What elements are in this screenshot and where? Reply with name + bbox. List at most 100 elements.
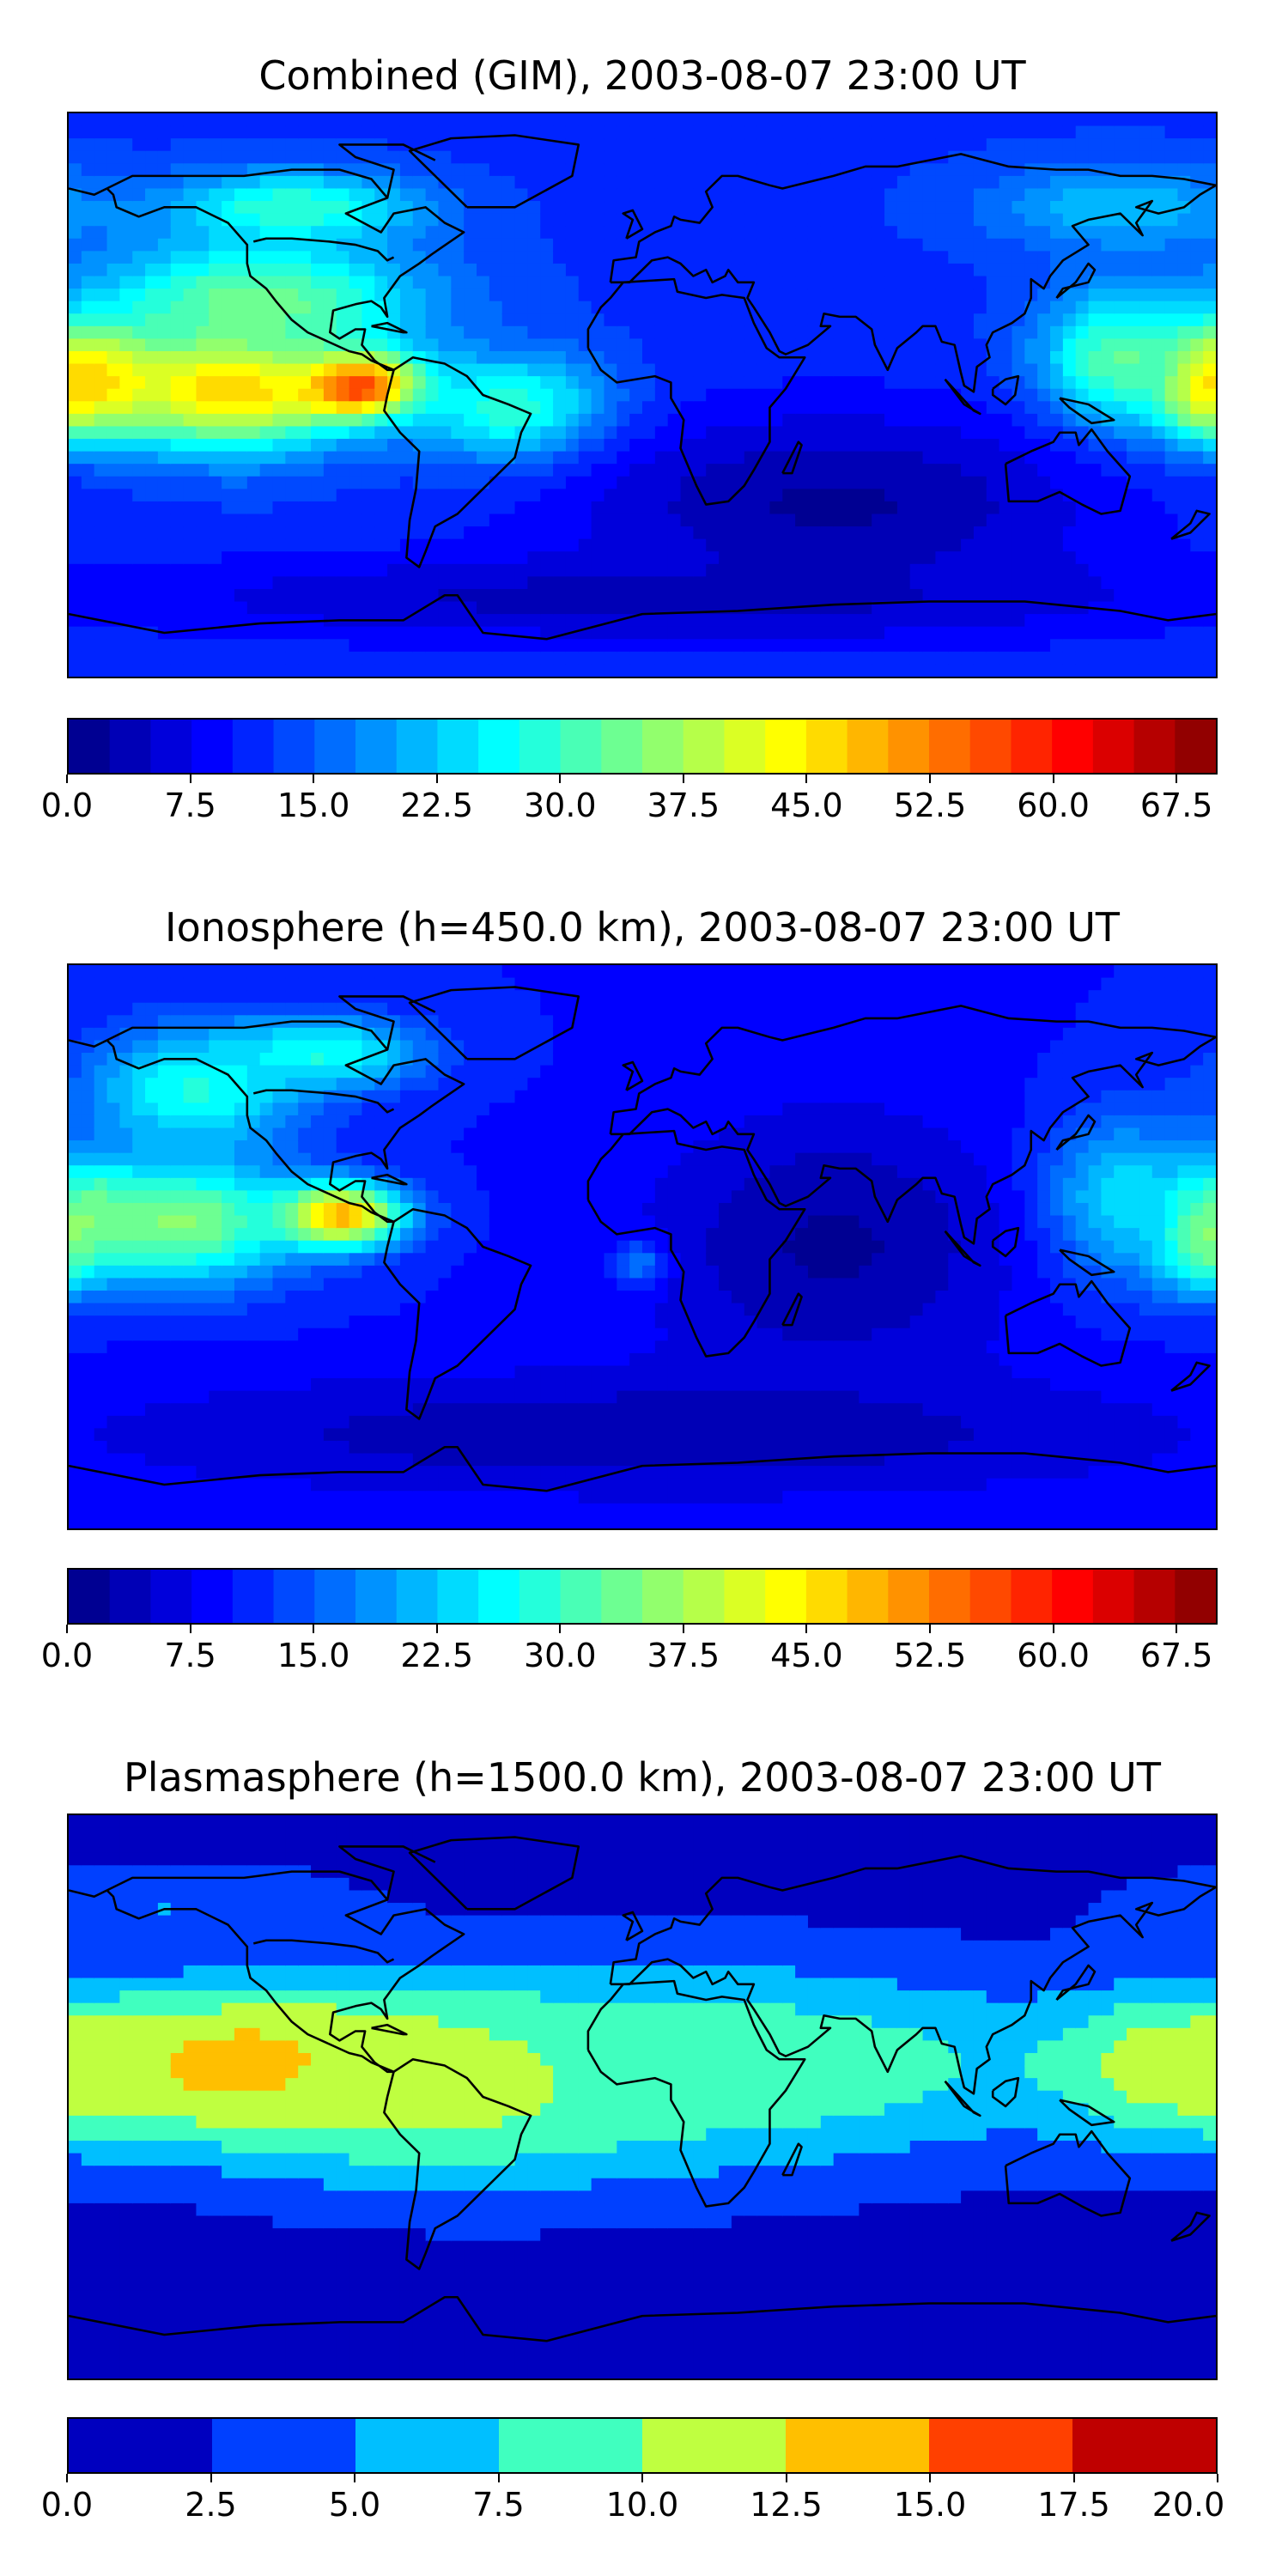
- field-cell: [272, 476, 287, 490]
- field-cell: [464, 639, 478, 653]
- field-cell: [106, 1478, 121, 1492]
- field-cell: [157, 325, 172, 340]
- field-cell: [81, 1165, 95, 1179]
- field-cell: [399, 563, 414, 578]
- field-cell: [999, 576, 1013, 591]
- field-cell: [196, 238, 210, 252]
- field-cell: [961, 413, 975, 428]
- field-cell: [209, 1403, 223, 1417]
- field-cell: [1151, 313, 1166, 327]
- field-cell: [425, 551, 440, 565]
- field-cell: [1177, 401, 1192, 415]
- field-cell: [961, 325, 975, 340]
- field-cell: [477, 276, 490, 290]
- field-cell: [170, 990, 185, 1004]
- field-cell: [731, 526, 745, 540]
- field-cell: [1203, 238, 1216, 252]
- field-cell: [69, 401, 82, 415]
- field-cell: [170, 538, 185, 553]
- field-cell: [1050, 276, 1064, 290]
- field-cell: [311, 1140, 325, 1154]
- field-cell: [884, 175, 899, 190]
- field-cell: [81, 1152, 95, 1167]
- field-cell: [846, 413, 860, 428]
- field-cell: [298, 263, 313, 277]
- field-cell: [1139, 376, 1153, 390]
- field-cell: [234, 1491, 248, 1504]
- field-cell: [246, 489, 261, 503]
- field-cell: [1088, 125, 1103, 140]
- field-cell: [719, 226, 733, 240]
- field-cell: [94, 363, 108, 378]
- field-cell: [106, 1390, 121, 1405]
- field-cell: [387, 201, 402, 215]
- colorbar-tick: [1176, 775, 1178, 783]
- field-cell: [425, 413, 440, 428]
- field-cell: [629, 113, 644, 127]
- field-cell: [795, 576, 810, 591]
- field-cell: [986, 289, 1000, 302]
- field-cell: [1062, 413, 1077, 428]
- field-cell: [132, 451, 147, 465]
- field-cell: [157, 1453, 172, 1467]
- field-cell: [94, 1152, 108, 1167]
- field-cell: [1164, 238, 1179, 252]
- field-cell: [973, 426, 987, 440]
- field-cell: [935, 251, 950, 265]
- field-cell: [961, 388, 975, 403]
- field-cell: [731, 426, 745, 440]
- field-cell: [1088, 489, 1103, 503]
- field-cell: [553, 276, 568, 290]
- field-cell: [795, 276, 810, 290]
- field-cell: [222, 263, 236, 277]
- field-cell: [896, 401, 911, 415]
- field-cell: [323, 626, 337, 641]
- field-cell: [234, 576, 248, 591]
- field-cell: [349, 113, 363, 127]
- field-cell: [846, 325, 860, 340]
- field-cell: [209, 1415, 223, 1430]
- field-cell: [1012, 213, 1026, 228]
- field-cell: [106, 614, 121, 628]
- field-cell: [667, 226, 682, 240]
- field-cell: [1075, 563, 1090, 578]
- field-cell: [145, 413, 160, 428]
- field-cell: [617, 376, 631, 390]
- field-cell: [323, 476, 337, 490]
- field-cell: [349, 388, 363, 403]
- field-cell: [106, 1352, 121, 1367]
- field-cell: [387, 626, 402, 641]
- field-cell: [106, 313, 121, 327]
- map-title: Combined (GIM), 2003-08-07 23:00 UT: [258, 52, 1026, 99]
- field-cell: [807, 213, 822, 228]
- field-cell: [1127, 614, 1141, 628]
- field-cell: [1114, 289, 1128, 302]
- field-cell: [846, 439, 860, 453]
- field-cell: [69, 1140, 82, 1154]
- field-cell: [259, 1291, 274, 1304]
- field-cell: [234, 163, 248, 177]
- field-cell: [438, 651, 453, 665]
- field-cell: [298, 551, 313, 565]
- field-cell: [361, 376, 376, 390]
- field-cell: [1101, 651, 1115, 665]
- field-cell: [272, 1390, 287, 1405]
- field-cell: [349, 489, 363, 503]
- field-cell: [719, 338, 733, 353]
- field-cell: [1075, 363, 1090, 378]
- field-cell: [209, 1165, 223, 1179]
- field-cell: [387, 238, 402, 252]
- field-cell: [374, 376, 389, 390]
- field-cell: [81, 1090, 95, 1104]
- field-cell: [132, 276, 147, 290]
- field-cell: [183, 476, 197, 490]
- field-cell: [1127, 476, 1141, 490]
- field-cell: [693, 464, 708, 477]
- field-cell: [69, 338, 82, 353]
- field-cell: [617, 363, 631, 378]
- field-cell: [654, 551, 669, 565]
- field-cell: [477, 138, 490, 152]
- field-cell: [298, 526, 313, 540]
- field-cell: [795, 226, 810, 240]
- field-cell: [884, 325, 899, 340]
